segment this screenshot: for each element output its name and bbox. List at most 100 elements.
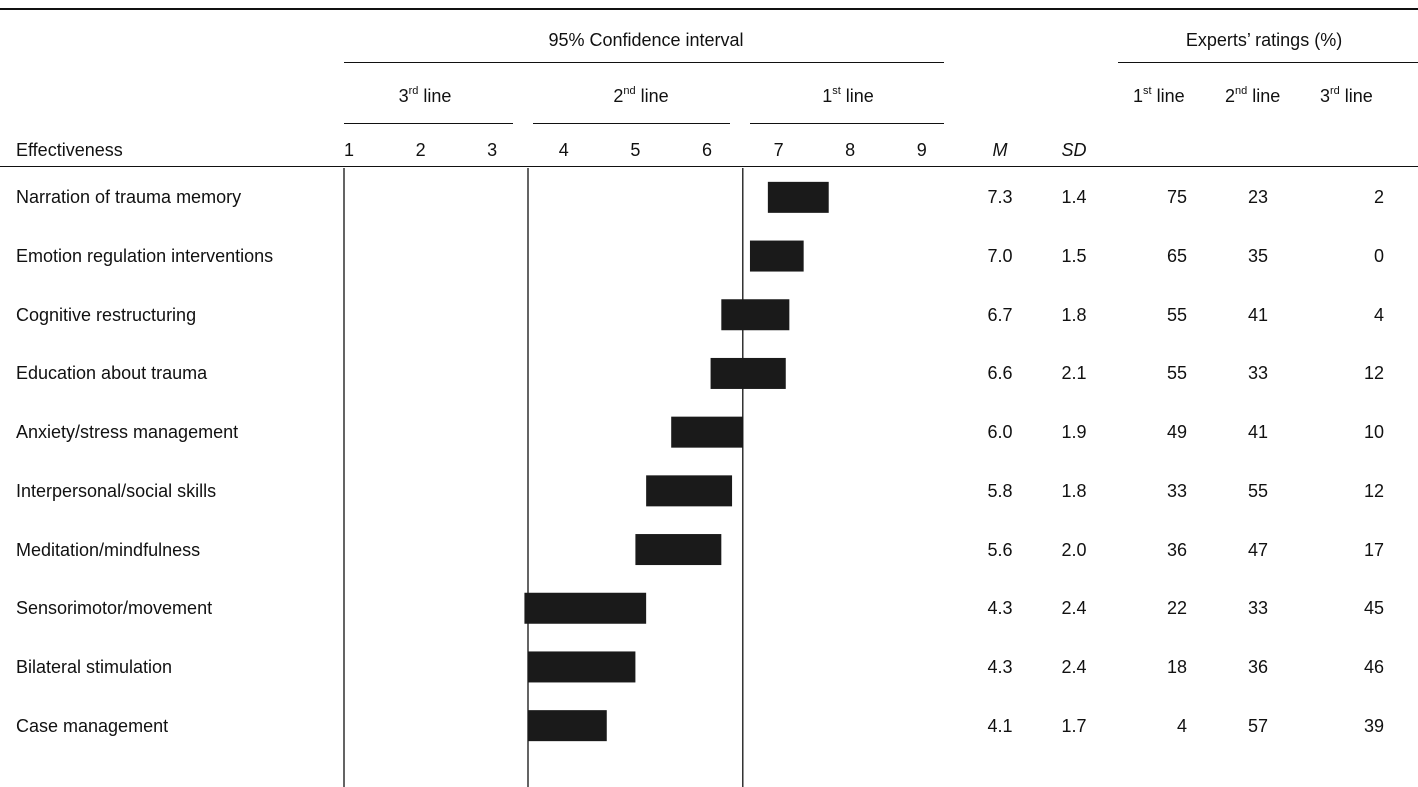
mean-value: 7.0 [987, 246, 1013, 267]
sd-value: 2.4 [1061, 656, 1087, 677]
sd-value: 1.7 [1061, 715, 1087, 736]
band-3rd-line: 3rd line [398, 85, 452, 106]
rating-1st-line: 55 [1166, 363, 1187, 384]
rating-3rd-line: 12 [1363, 480, 1384, 501]
band-2nd-word: line [635, 86, 669, 106]
ratings-col-2nd-sup: nd [1235, 85, 1248, 97]
x-tick-label: 7 [773, 140, 784, 160]
band-3rd-sup: rd [408, 85, 419, 97]
row-label: Emotion regulation interventions [16, 246, 274, 267]
band-3rd-word: line [418, 86, 452, 106]
sd-value: 2.1 [1061, 363, 1087, 384]
ratings-col-3rd-word: line [1339, 86, 1373, 106]
rating-1st-line: 36 [1166, 539, 1187, 560]
row-label: Anxiety/stress management [16, 422, 239, 443]
rating-1st-line: 33 [1166, 480, 1187, 501]
rating-1st-line: 75 [1166, 187, 1187, 208]
ci-bar [528, 651, 636, 683]
rating-3rd-line: 17 [1363, 539, 1384, 560]
band-1st-word: line [840, 86, 874, 106]
rating-1st-line: 65 [1166, 246, 1187, 267]
mean-value: 6.6 [987, 363, 1013, 384]
rating-3rd-line: 2 [1373, 187, 1384, 208]
band-3rd-num: 3 [398, 86, 409, 106]
ratings-col-2nd-word: line [1247, 86, 1281, 106]
mean-value: 6.7 [987, 304, 1013, 325]
row-label: Cognitive restructuring [16, 304, 197, 325]
band-1st-line: 1st line [822, 85, 874, 106]
mean-value: 4.3 [987, 656, 1013, 677]
ci-bar [635, 534, 722, 566]
ratings-col-1st-word: line [1151, 86, 1185, 106]
ci-bar [524, 592, 647, 624]
ratings-title: Experts’ ratings (%) [1185, 30, 1343, 50]
band-3rd-underline [344, 123, 513, 124]
ratings-col-3rd: 3rd line [1320, 85, 1373, 106]
row-label: Sensorimotor/movement [16, 598, 213, 619]
row-label: Bilateral stimulation [16, 656, 173, 677]
col-header-mean: M [992, 140, 1008, 160]
sd-value: 1.9 [1061, 422, 1087, 443]
rating-1st-line: 18 [1166, 656, 1187, 677]
rating-3rd-line: 46 [1363, 656, 1384, 677]
row-header-effectiveness: Effectiveness [16, 140, 123, 160]
ci-bar [671, 416, 743, 448]
band-1st-sup: st [832, 85, 841, 97]
row-label: Narration of trauma memory [16, 187, 242, 208]
rating-3rd-line: 10 [1363, 422, 1384, 443]
sd-value: 1.8 [1061, 480, 1087, 501]
rating-1st-line: 49 [1166, 422, 1187, 443]
rating-2nd-line: 33 [1247, 363, 1268, 384]
ci-bar [646, 475, 733, 507]
row-label: Education about trauma [16, 363, 208, 384]
rating-3rd-line: 39 [1363, 715, 1384, 736]
rating-1st-line: 4 [1176, 715, 1187, 736]
ratings-col-3rd-num: 3 [1320, 86, 1331, 106]
top-rule [0, 8, 1418, 10]
mean-value: 7.3 [987, 187, 1013, 208]
ratings-col-1st-num: 1 [1133, 86, 1144, 106]
ci-bar [767, 181, 829, 213]
sd-value: 2.4 [1061, 598, 1087, 619]
ci-bar [749, 240, 804, 272]
ci-title: 95% Confidence interval [548, 30, 744, 50]
rating-2nd-line: 41 [1247, 304, 1268, 325]
sd-value: 2.0 [1061, 539, 1087, 560]
rating-1st-line: 55 [1166, 304, 1187, 325]
ci-title-underline [344, 62, 944, 63]
mean-value: 5.8 [987, 480, 1013, 501]
x-tick-label: 6 [701, 140, 713, 160]
row-label: Interpersonal/social skills [16, 480, 217, 501]
rating-2nd-line: 23 [1247, 187, 1268, 208]
band-2nd-line: 2nd line [613, 86, 669, 106]
band-1st-num: 1 [822, 86, 833, 106]
ci-bar [710, 357, 786, 389]
x-tick-label: 1 [343, 140, 355, 160]
rating-2nd-line: 33 [1247, 598, 1268, 619]
x-tick-label: 3 [487, 140, 498, 160]
rating-2nd-line: 55 [1247, 480, 1268, 501]
row-label: Case management [16, 715, 169, 736]
rating-3rd-line: 4 [1373, 304, 1384, 325]
mean-value: 5.6 [987, 539, 1013, 560]
x-tick-label: 9 [916, 140, 927, 160]
band-2nd-underline [533, 123, 730, 124]
x-tick-label: 5 [630, 140, 641, 160]
ratings-col-2nd-num: 2 [1225, 86, 1236, 106]
col-header-sd: SD [1061, 140, 1087, 160]
band-1st-underline [750, 123, 944, 124]
rating-2nd-line: 57 [1247, 715, 1268, 736]
sd-value: 1.8 [1061, 304, 1087, 325]
row-label: Meditation/mindfulness [16, 539, 201, 560]
rating-2nd-line: 47 [1247, 539, 1268, 560]
mean-value: 6.0 [987, 422, 1013, 443]
ci-bar [721, 299, 790, 331]
rating-2nd-line: 36 [1247, 656, 1268, 677]
ratings-col-3rd-sup: rd [1330, 85, 1340, 97]
x-tick-label: 4 [558, 140, 569, 160]
rating-1st-line: 22 [1166, 598, 1187, 619]
ratings-col-2nd: 2nd line [1225, 85, 1281, 106]
ci-bar [528, 710, 607, 742]
sd-value: 1.5 [1061, 246, 1087, 267]
